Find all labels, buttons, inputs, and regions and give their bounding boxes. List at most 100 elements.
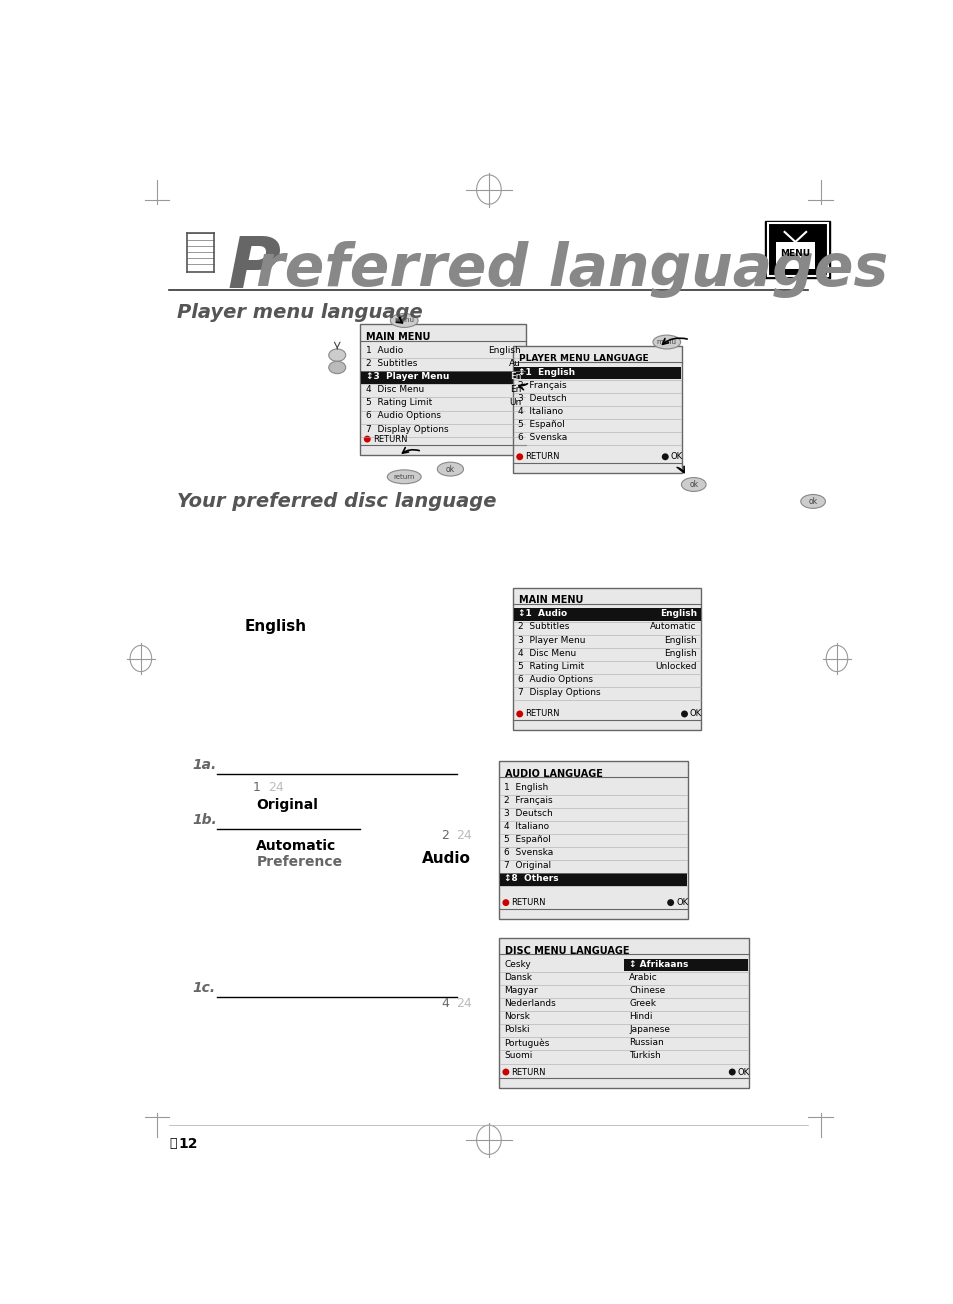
Bar: [767, 223, 827, 276]
Text: RETURN: RETURN: [524, 709, 559, 719]
Text: ↕1  English: ↕1 English: [517, 368, 575, 377]
Ellipse shape: [329, 361, 345, 374]
Bar: [360, 325, 525, 455]
Text: Portuguès: Portuguès: [504, 1038, 549, 1047]
Text: Automatic: Automatic: [256, 838, 336, 853]
Text: Original: Original: [256, 798, 318, 812]
Text: menu: menu: [656, 339, 676, 346]
Ellipse shape: [680, 477, 705, 492]
Circle shape: [516, 711, 522, 717]
Text: 6  Svenska: 6 Svenska: [504, 848, 553, 857]
Text: RETURN: RETURN: [511, 898, 545, 908]
Text: 1: 1: [253, 781, 260, 794]
Circle shape: [502, 900, 509, 906]
Text: OK: OK: [737, 1068, 749, 1077]
Circle shape: [516, 454, 522, 460]
Text: Norsk: Norsk: [504, 1012, 530, 1021]
Circle shape: [502, 1068, 509, 1076]
Text: ↕3  Player Menu: ↕3 Player Menu: [365, 372, 449, 381]
Text: MAIN MENU: MAIN MENU: [518, 596, 582, 605]
Text: DISC MENU LANGUAGE: DISC MENU LANGUAGE: [504, 945, 629, 956]
Text: RETURN: RETURN: [511, 1068, 545, 1077]
Text: Japanese: Japanese: [628, 1025, 669, 1034]
Text: 3  Player Menu: 3 Player Menu: [517, 635, 585, 644]
Text: Dansk: Dansk: [504, 973, 532, 982]
Text: Magyar: Magyar: [504, 986, 537, 995]
Bar: [513, 588, 700, 730]
Text: 4  Disc Menu: 4 Disc Menu: [517, 648, 576, 657]
Text: 5  Rating Limit: 5 Rating Limit: [365, 399, 432, 407]
Text: 24: 24: [456, 998, 472, 1011]
Text: 12: 12: [178, 1137, 197, 1150]
Text: 5  Español: 5 Español: [517, 420, 564, 429]
Text: P: P: [227, 233, 280, 303]
Text: ↕ Afrikaans: ↕ Afrikaans: [628, 960, 688, 969]
Text: RETURN: RETURN: [373, 434, 407, 443]
Text: 2: 2: [440, 829, 449, 842]
Text: referred languages: referred languages: [256, 241, 887, 299]
Text: 7  Display Options: 7 Display Options: [517, 689, 600, 696]
Text: Cesky: Cesky: [504, 960, 531, 969]
Text: 1  Audio: 1 Audio: [365, 346, 402, 355]
Text: Un: Un: [509, 399, 520, 407]
Circle shape: [728, 1068, 735, 1076]
Text: 4  Italiano: 4 Italiano: [504, 822, 549, 831]
Text: RETURN: RETURN: [524, 452, 559, 462]
Bar: [764, 222, 829, 278]
Text: 6  Svenska: 6 Svenska: [517, 433, 567, 442]
Text: ↕8  Others: ↕8 Others: [504, 874, 558, 883]
Text: AUDIO LANGUAGE: AUDIO LANGUAGE: [504, 768, 602, 778]
Ellipse shape: [800, 494, 824, 509]
Text: 1a.: 1a.: [193, 758, 216, 772]
Text: 2  Français: 2 Français: [504, 795, 553, 805]
Text: Audio: Audio: [421, 852, 470, 866]
Text: 5  Rating Limit: 5 Rating Limit: [517, 661, 584, 670]
Text: 4: 4: [440, 998, 449, 1011]
Text: 7  Original: 7 Original: [504, 861, 551, 870]
Text: PLAYER MENU LANGUAGE: PLAYER MENU LANGUAGE: [518, 353, 648, 363]
Ellipse shape: [329, 349, 345, 361]
Ellipse shape: [387, 469, 420, 484]
Text: Nederlands: Nederlands: [504, 999, 556, 1008]
Bar: [498, 938, 748, 1088]
Text: 2  Subtitles: 2 Subtitles: [365, 359, 416, 368]
Bar: [776, 243, 814, 269]
Text: 6  Audio Options: 6 Audio Options: [365, 412, 440, 420]
Bar: [361, 372, 524, 383]
Text: 2  Français: 2 Français: [517, 381, 566, 390]
Text: OK: OK: [670, 452, 682, 462]
Text: English: English: [659, 609, 696, 618]
Bar: [513, 346, 681, 473]
Text: ok: ok: [688, 480, 698, 489]
Bar: [513, 609, 700, 621]
Text: 1  English: 1 English: [504, 782, 548, 792]
Text: return: return: [393, 473, 415, 480]
Circle shape: [661, 454, 668, 460]
Text: 24: 24: [456, 829, 472, 842]
Text: 4  Italiano: 4 Italiano: [517, 407, 562, 416]
Text: English: English: [663, 648, 696, 657]
Text: Hindi: Hindi: [628, 1012, 652, 1021]
Text: ok: ok: [445, 464, 455, 473]
Text: ↕1  Audio: ↕1 Audio: [517, 609, 567, 618]
Text: Suomi: Suomi: [504, 1051, 532, 1060]
Text: MAIN MENU: MAIN MENU: [366, 333, 431, 342]
Text: ok: ok: [808, 497, 817, 506]
Text: 1c.: 1c.: [193, 981, 215, 995]
Text: Greek: Greek: [628, 999, 656, 1008]
Text: 7  Display Options: 7 Display Options: [365, 425, 448, 433]
Circle shape: [680, 711, 687, 717]
Bar: [513, 366, 680, 379]
Text: 3  Deutsch: 3 Deutsch: [517, 394, 566, 403]
Text: menu: menu: [394, 317, 414, 323]
Circle shape: [666, 900, 674, 906]
Text: English: English: [488, 346, 520, 355]
Text: Au: Au: [509, 359, 520, 368]
Text: Turkish: Turkish: [628, 1051, 660, 1060]
Text: MENU: MENU: [780, 249, 810, 258]
Text: 1b.: 1b.: [193, 814, 217, 827]
Text: Russian: Russian: [628, 1038, 663, 1047]
Text: English: English: [244, 618, 306, 634]
Text: 2  Subtitles: 2 Subtitles: [517, 622, 569, 631]
Text: Preference: Preference: [256, 855, 342, 868]
